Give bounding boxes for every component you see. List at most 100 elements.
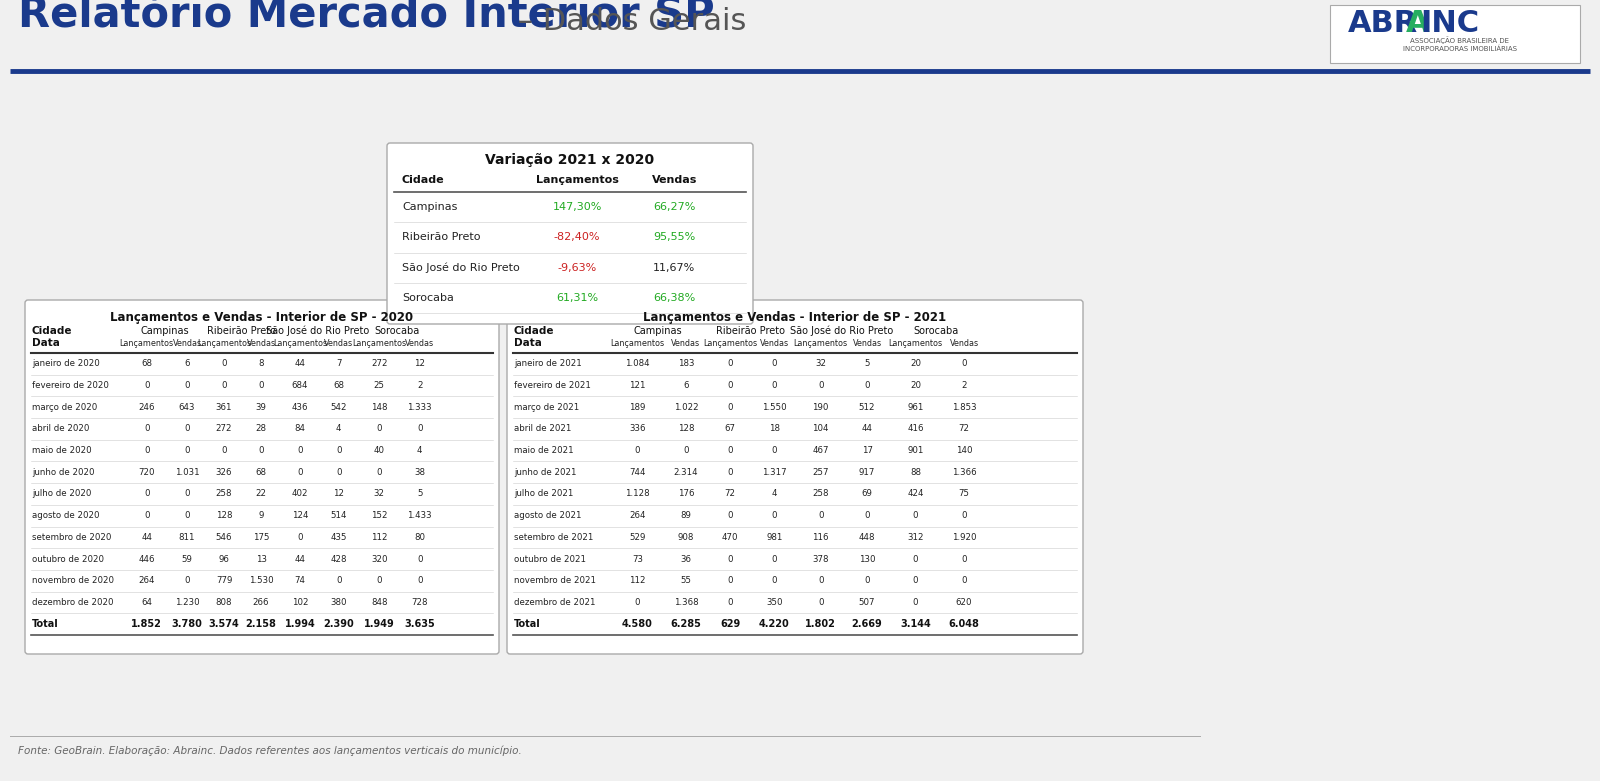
- Text: -82,40%: -82,40%: [554, 233, 600, 242]
- Text: Lançamentos: Lançamentos: [352, 338, 406, 348]
- Text: São José do Rio Preto: São José do Rio Preto: [790, 326, 893, 337]
- Text: Lançamentos: Lançamentos: [794, 338, 848, 348]
- Text: 0: 0: [336, 468, 341, 477]
- Text: 140: 140: [955, 446, 973, 455]
- Text: 312: 312: [907, 533, 923, 542]
- Text: 112: 112: [629, 576, 646, 585]
- Text: 6.285: 6.285: [670, 619, 701, 629]
- Text: 32: 32: [814, 359, 826, 369]
- Text: Vendas: Vendas: [325, 338, 354, 348]
- Text: 0: 0: [962, 512, 966, 520]
- Text: 0: 0: [914, 576, 918, 585]
- Text: 44: 44: [862, 424, 872, 433]
- Text: 17: 17: [862, 446, 872, 455]
- Text: 121: 121: [629, 381, 646, 390]
- Text: 808: 808: [216, 598, 232, 607]
- Text: 0: 0: [914, 555, 918, 564]
- Text: 0: 0: [184, 424, 190, 433]
- Text: 0: 0: [962, 359, 966, 369]
- Text: 1.949: 1.949: [363, 619, 395, 629]
- Text: INC: INC: [1421, 9, 1478, 37]
- Text: Cidade: Cidade: [402, 175, 445, 185]
- Text: 1.128: 1.128: [626, 490, 650, 498]
- Text: Lançamentos e Vendas - Interior de SP - 2021: Lançamentos e Vendas - Interior de SP - …: [643, 311, 947, 323]
- Text: 69: 69: [862, 490, 872, 498]
- Text: 0: 0: [144, 381, 149, 390]
- Text: Ribeirão Preto: Ribeirão Preto: [402, 233, 480, 242]
- FancyBboxPatch shape: [1330, 5, 1581, 63]
- Text: 0: 0: [376, 424, 382, 433]
- Text: 4.220: 4.220: [758, 619, 789, 629]
- Text: Total: Total: [514, 619, 541, 629]
- Text: Lançamentos: Lançamentos: [702, 338, 757, 348]
- Text: Vendas: Vendas: [853, 338, 882, 348]
- Text: setembro de 2021: setembro de 2021: [514, 533, 594, 542]
- Text: 908: 908: [678, 533, 694, 542]
- Text: Sorocaba: Sorocaba: [914, 326, 958, 336]
- Text: 0: 0: [184, 512, 190, 520]
- Text: 0: 0: [771, 446, 778, 455]
- Text: 0: 0: [298, 533, 302, 542]
- Text: 350: 350: [766, 598, 782, 607]
- FancyBboxPatch shape: [507, 300, 1083, 654]
- Text: São José do Rio Preto: São José do Rio Preto: [402, 262, 520, 273]
- Text: 257: 257: [813, 468, 829, 477]
- Text: 428: 428: [331, 555, 347, 564]
- Text: 13: 13: [256, 555, 267, 564]
- Text: 542: 542: [331, 403, 347, 412]
- Text: 0: 0: [728, 512, 733, 520]
- Text: 38: 38: [414, 468, 426, 477]
- Text: 1.333: 1.333: [408, 403, 432, 412]
- Text: 684: 684: [291, 381, 309, 390]
- Text: 320: 320: [371, 555, 387, 564]
- Text: 67: 67: [725, 424, 736, 433]
- Text: 1.920: 1.920: [952, 533, 976, 542]
- Text: 272: 272: [216, 424, 232, 433]
- Text: Campinas: Campinas: [402, 202, 458, 212]
- Text: 28: 28: [256, 424, 267, 433]
- Text: 64: 64: [141, 598, 152, 607]
- Text: Vendas: Vendas: [246, 338, 275, 348]
- Text: Fonte: GeoBrain. Elaboração: Abrainc. Dados referentes aos lançamentos verticais: Fonte: GeoBrain. Elaboração: Abrainc. Da…: [18, 746, 522, 756]
- Text: 514: 514: [331, 512, 347, 520]
- Text: A: A: [1406, 9, 1430, 37]
- Text: 258: 258: [216, 490, 232, 498]
- Text: 88: 88: [910, 468, 922, 477]
- Text: 266: 266: [253, 598, 269, 607]
- Text: 190: 190: [813, 403, 829, 412]
- Text: 0: 0: [184, 381, 190, 390]
- Text: 0: 0: [418, 576, 422, 585]
- Text: 72: 72: [958, 424, 970, 433]
- Text: 448: 448: [859, 533, 875, 542]
- Text: 0: 0: [818, 576, 824, 585]
- Text: 720: 720: [138, 468, 155, 477]
- Text: 0: 0: [184, 576, 190, 585]
- Text: Ribeirão Preto: Ribeirão Preto: [208, 326, 277, 336]
- Text: 1.031: 1.031: [174, 468, 200, 477]
- Text: 779: 779: [216, 576, 232, 585]
- Text: 72: 72: [725, 490, 736, 498]
- Text: 84: 84: [294, 424, 306, 433]
- Text: novembro de 2020: novembro de 2020: [32, 576, 114, 585]
- Text: abril de 2020: abril de 2020: [32, 424, 90, 433]
- Text: 0: 0: [635, 598, 640, 607]
- Text: 0: 0: [818, 512, 824, 520]
- Text: 264: 264: [138, 576, 155, 585]
- Text: junho de 2020: junho de 2020: [32, 468, 94, 477]
- Text: 0: 0: [298, 468, 302, 477]
- Text: Ribeirão Preto: Ribeirão Preto: [717, 326, 786, 336]
- Text: 68: 68: [333, 381, 344, 390]
- Text: Lançamentos: Lançamentos: [274, 338, 326, 348]
- Text: agosto de 2020: agosto de 2020: [32, 512, 99, 520]
- Text: 264: 264: [629, 512, 646, 520]
- Text: 2: 2: [418, 381, 422, 390]
- Text: março de 2020: março de 2020: [32, 403, 98, 412]
- Text: 0: 0: [144, 446, 149, 455]
- Text: abril de 2021: abril de 2021: [514, 424, 571, 433]
- Text: 0: 0: [376, 576, 382, 585]
- Text: 7: 7: [336, 359, 341, 369]
- Text: 811: 811: [179, 533, 195, 542]
- Text: ABR: ABR: [1347, 9, 1418, 37]
- Text: julho de 2021: julho de 2021: [514, 490, 573, 498]
- FancyBboxPatch shape: [387, 143, 754, 324]
